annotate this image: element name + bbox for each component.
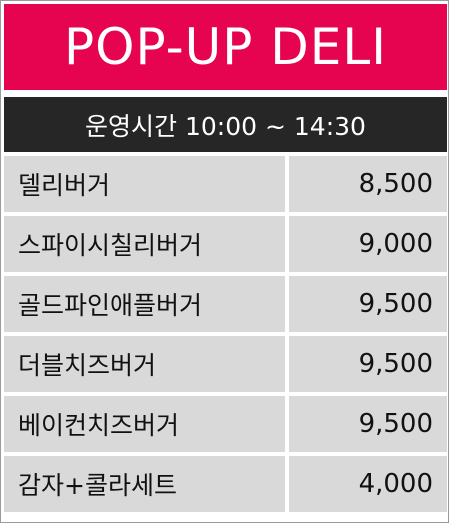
shop-title: POP-UP DELI	[64, 18, 387, 76]
opening-hours: 운영시간 10:00 ~ 14:30	[85, 111, 366, 141]
menu-item: 감자+콜라세트 4,000	[4, 456, 447, 512]
menu-item-name: 골드파인애플버거	[4, 276, 285, 332]
title-banner: POP-UP DELI	[4, 4, 447, 90]
hours-banner: 운영시간 10:00 ~ 14:30	[4, 97, 447, 152]
menu-item: 골드파인애플버거 9,500	[4, 276, 447, 332]
menu-item-name: 델리버거	[4, 156, 285, 212]
menu-item-price: 9,500	[289, 396, 447, 452]
menu-item-name: 베이컨치즈버거	[4, 396, 285, 452]
menu-item: 델리버거 8,500	[4, 156, 447, 212]
menu-item: 더블치즈버거 9,500	[4, 336, 447, 392]
menu-item-price: 4,000	[289, 456, 447, 512]
menu-item: 스파이시칠리버거 9,000	[4, 216, 447, 272]
menu-item: 베이컨치즈버거 9,500	[4, 396, 447, 452]
menu-item-name: 감자+콜라세트	[4, 456, 285, 512]
menu-item-price: 9,500	[289, 336, 447, 392]
menu-item-price: 9,500	[289, 276, 447, 332]
menu-item-name: 더블치즈버거	[4, 336, 285, 392]
menu-item-price: 9,000	[289, 216, 447, 272]
menu-item-price: 8,500	[289, 156, 447, 212]
menu-item-name: 스파이시칠리버거	[4, 216, 285, 272]
menu-list: 델리버거 8,500 스파이시칠리버거 9,000 골드파인애플버거 9,500…	[4, 156, 447, 516]
